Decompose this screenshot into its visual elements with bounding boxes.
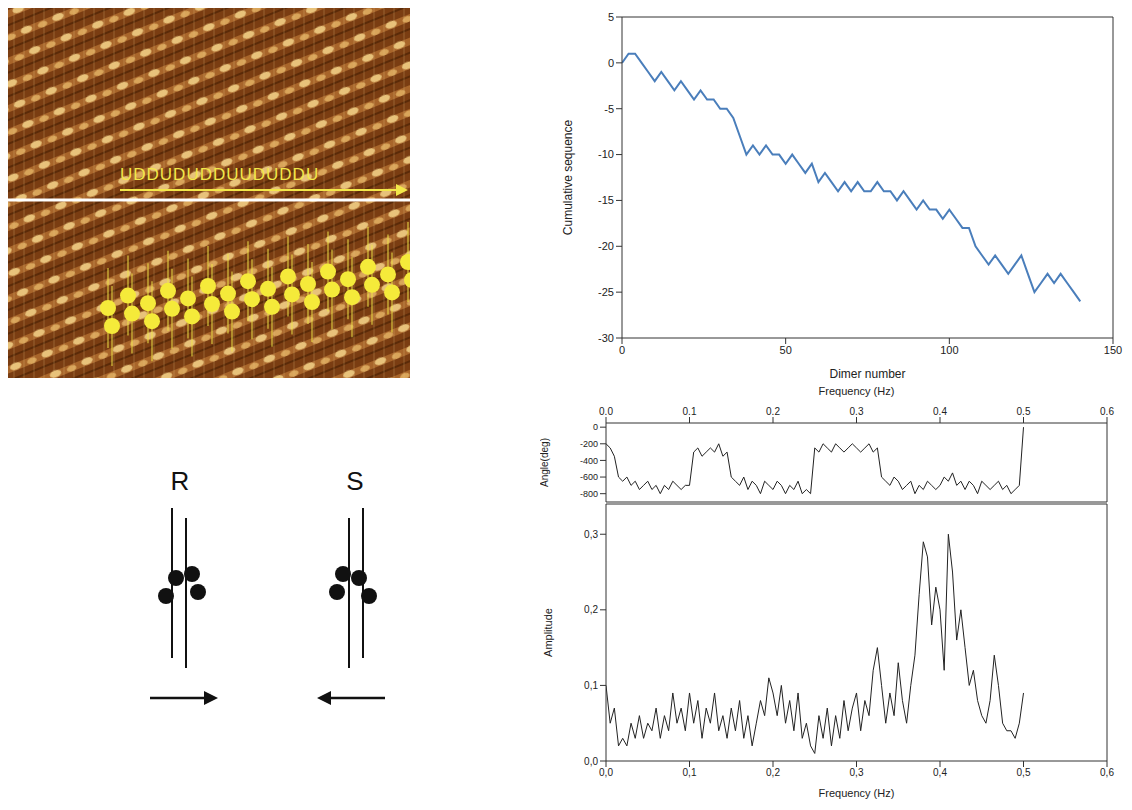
svg-text:Frequency (Hz): Frequency (Hz) (819, 787, 895, 799)
svg-text:R: R (171, 466, 190, 496)
svg-text:0,2: 0,2 (766, 767, 780, 778)
svg-text:-600: -600 (580, 472, 598, 482)
svg-text:-400: -400 (580, 456, 598, 466)
svg-text:0,3: 0,3 (584, 529, 598, 540)
svg-text:Cumulative sequence: Cumulative sequence (561, 119, 575, 235)
svg-text:Frequency (Hz): Frequency (Hz) (819, 385, 895, 397)
svg-text:0,0: 0,0 (584, 756, 598, 767)
svg-text:5: 5 (608, 11, 614, 23)
svg-text:Amplitude: Amplitude (542, 608, 554, 657)
svg-text:0,3: 0,3 (850, 767, 864, 778)
svg-text:0,0: 0,0 (599, 767, 613, 778)
svg-text:0.0: 0.0 (599, 406, 613, 417)
svg-text:0.6: 0.6 (1100, 406, 1114, 417)
svg-text:Angle(deg): Angle(deg) (540, 438, 550, 487)
svg-text:-200: -200 (580, 439, 598, 449)
svg-text:-10: -10 (598, 148, 614, 160)
svg-text:0,4: 0,4 (933, 767, 947, 778)
svg-text:-30: -30 (598, 332, 614, 344)
svg-text:0.3: 0.3 (850, 406, 864, 417)
svg-text:S: S (346, 466, 363, 496)
svg-text:0: 0 (619, 344, 625, 356)
svg-text:0.1: 0.1 (683, 406, 697, 417)
svg-text:UDDUDUDDUUDUDDU: UDDUDUDDUUDUDDU (120, 165, 319, 184)
svg-text:-5: -5 (604, 103, 614, 115)
svg-text:-15: -15 (598, 194, 614, 206)
svg-text:0.2: 0.2 (766, 406, 780, 417)
svg-text:0,6: 0,6 (1100, 767, 1114, 778)
svg-text:0,2: 0,2 (584, 604, 598, 615)
svg-text:0,5: 0,5 (1017, 767, 1031, 778)
svg-text:-800: -800 (580, 489, 598, 499)
svg-text:100: 100 (940, 344, 958, 356)
svg-text:-25: -25 (598, 286, 614, 298)
svg-text:0.5: 0.5 (1017, 406, 1031, 417)
svg-text:0,1: 0,1 (683, 767, 697, 778)
svg-text:0: 0 (608, 57, 614, 69)
svg-text:0: 0 (593, 422, 598, 432)
svg-text:-20: -20 (598, 240, 614, 252)
svg-text:150: 150 (1104, 344, 1122, 356)
svg-text:50: 50 (780, 344, 792, 356)
svg-text:0,1: 0,1 (584, 680, 598, 691)
svg-text:0.4: 0.4 (933, 406, 947, 417)
svg-text:Dimer number: Dimer number (829, 367, 905, 381)
